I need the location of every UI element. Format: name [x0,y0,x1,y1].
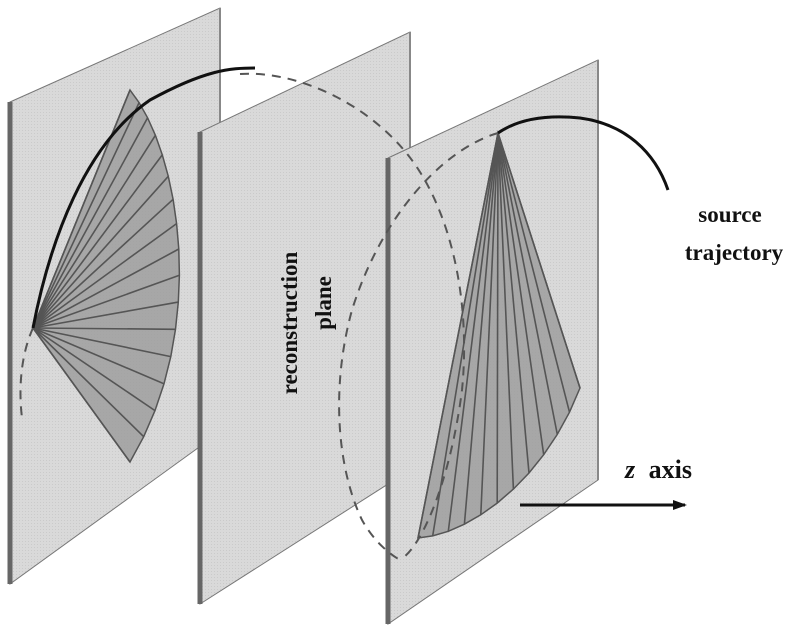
right-fan-ray [496,132,499,504]
right-fan-ray [480,132,499,515]
right-fan-ray [417,132,499,539]
left-fan-ray [32,89,131,329]
source-trajectory-arc-left [31,66,256,329]
source-label: source [698,202,761,227]
z-axis-label: z axis [624,455,692,484]
dashed-trajectory-middle-arc [239,72,466,561]
left-fan-ray [32,102,140,329]
left-fan-ray [32,134,157,329]
trajectory-label: trajectory [685,240,784,265]
left-fan-ray [32,327,171,358]
right-fan-beam [417,130,581,539]
dashed-trajectory-left-lower [19,327,34,419]
dashed-trajectory-right-loop [338,132,499,561]
left-fan-ray [32,327,145,438]
reconstruction-plane [197,31,411,605]
right-fan-ray [497,132,559,435]
z-axis-word: axis [649,455,692,484]
right-fan-ray [497,132,545,455]
left-fan-ray [32,117,149,329]
left-fan-ray [32,327,165,385]
left-fan-ray [32,327,176,331]
right-fan-ray [463,132,499,525]
left-fan-ray [32,222,178,329]
source-trajectory-arc-right [497,115,670,191]
right-fan-ray [497,132,515,490]
right-fan-ray [431,132,499,537]
right-fan-ray [497,132,581,389]
right-fan-ray [447,132,499,532]
plane-label: plane [311,276,336,330]
right-fan-wedge [417,130,581,539]
left-fan-ray [32,327,131,463]
left-fan-ray [32,248,180,329]
left-fan-ray [32,154,163,329]
left-fan-ray [32,175,169,329]
left-fan-ray [32,198,174,329]
reconstruction-label: reconstruction [277,251,302,394]
left-fan-beam [32,88,181,464]
left-fan-ray [32,274,180,329]
z-axis-letter: z [624,455,636,484]
left-fan-ray [32,301,179,329]
right-fan-ray [497,132,530,474]
right-fan-ray [497,132,571,413]
left-fan-ray [32,327,156,412]
